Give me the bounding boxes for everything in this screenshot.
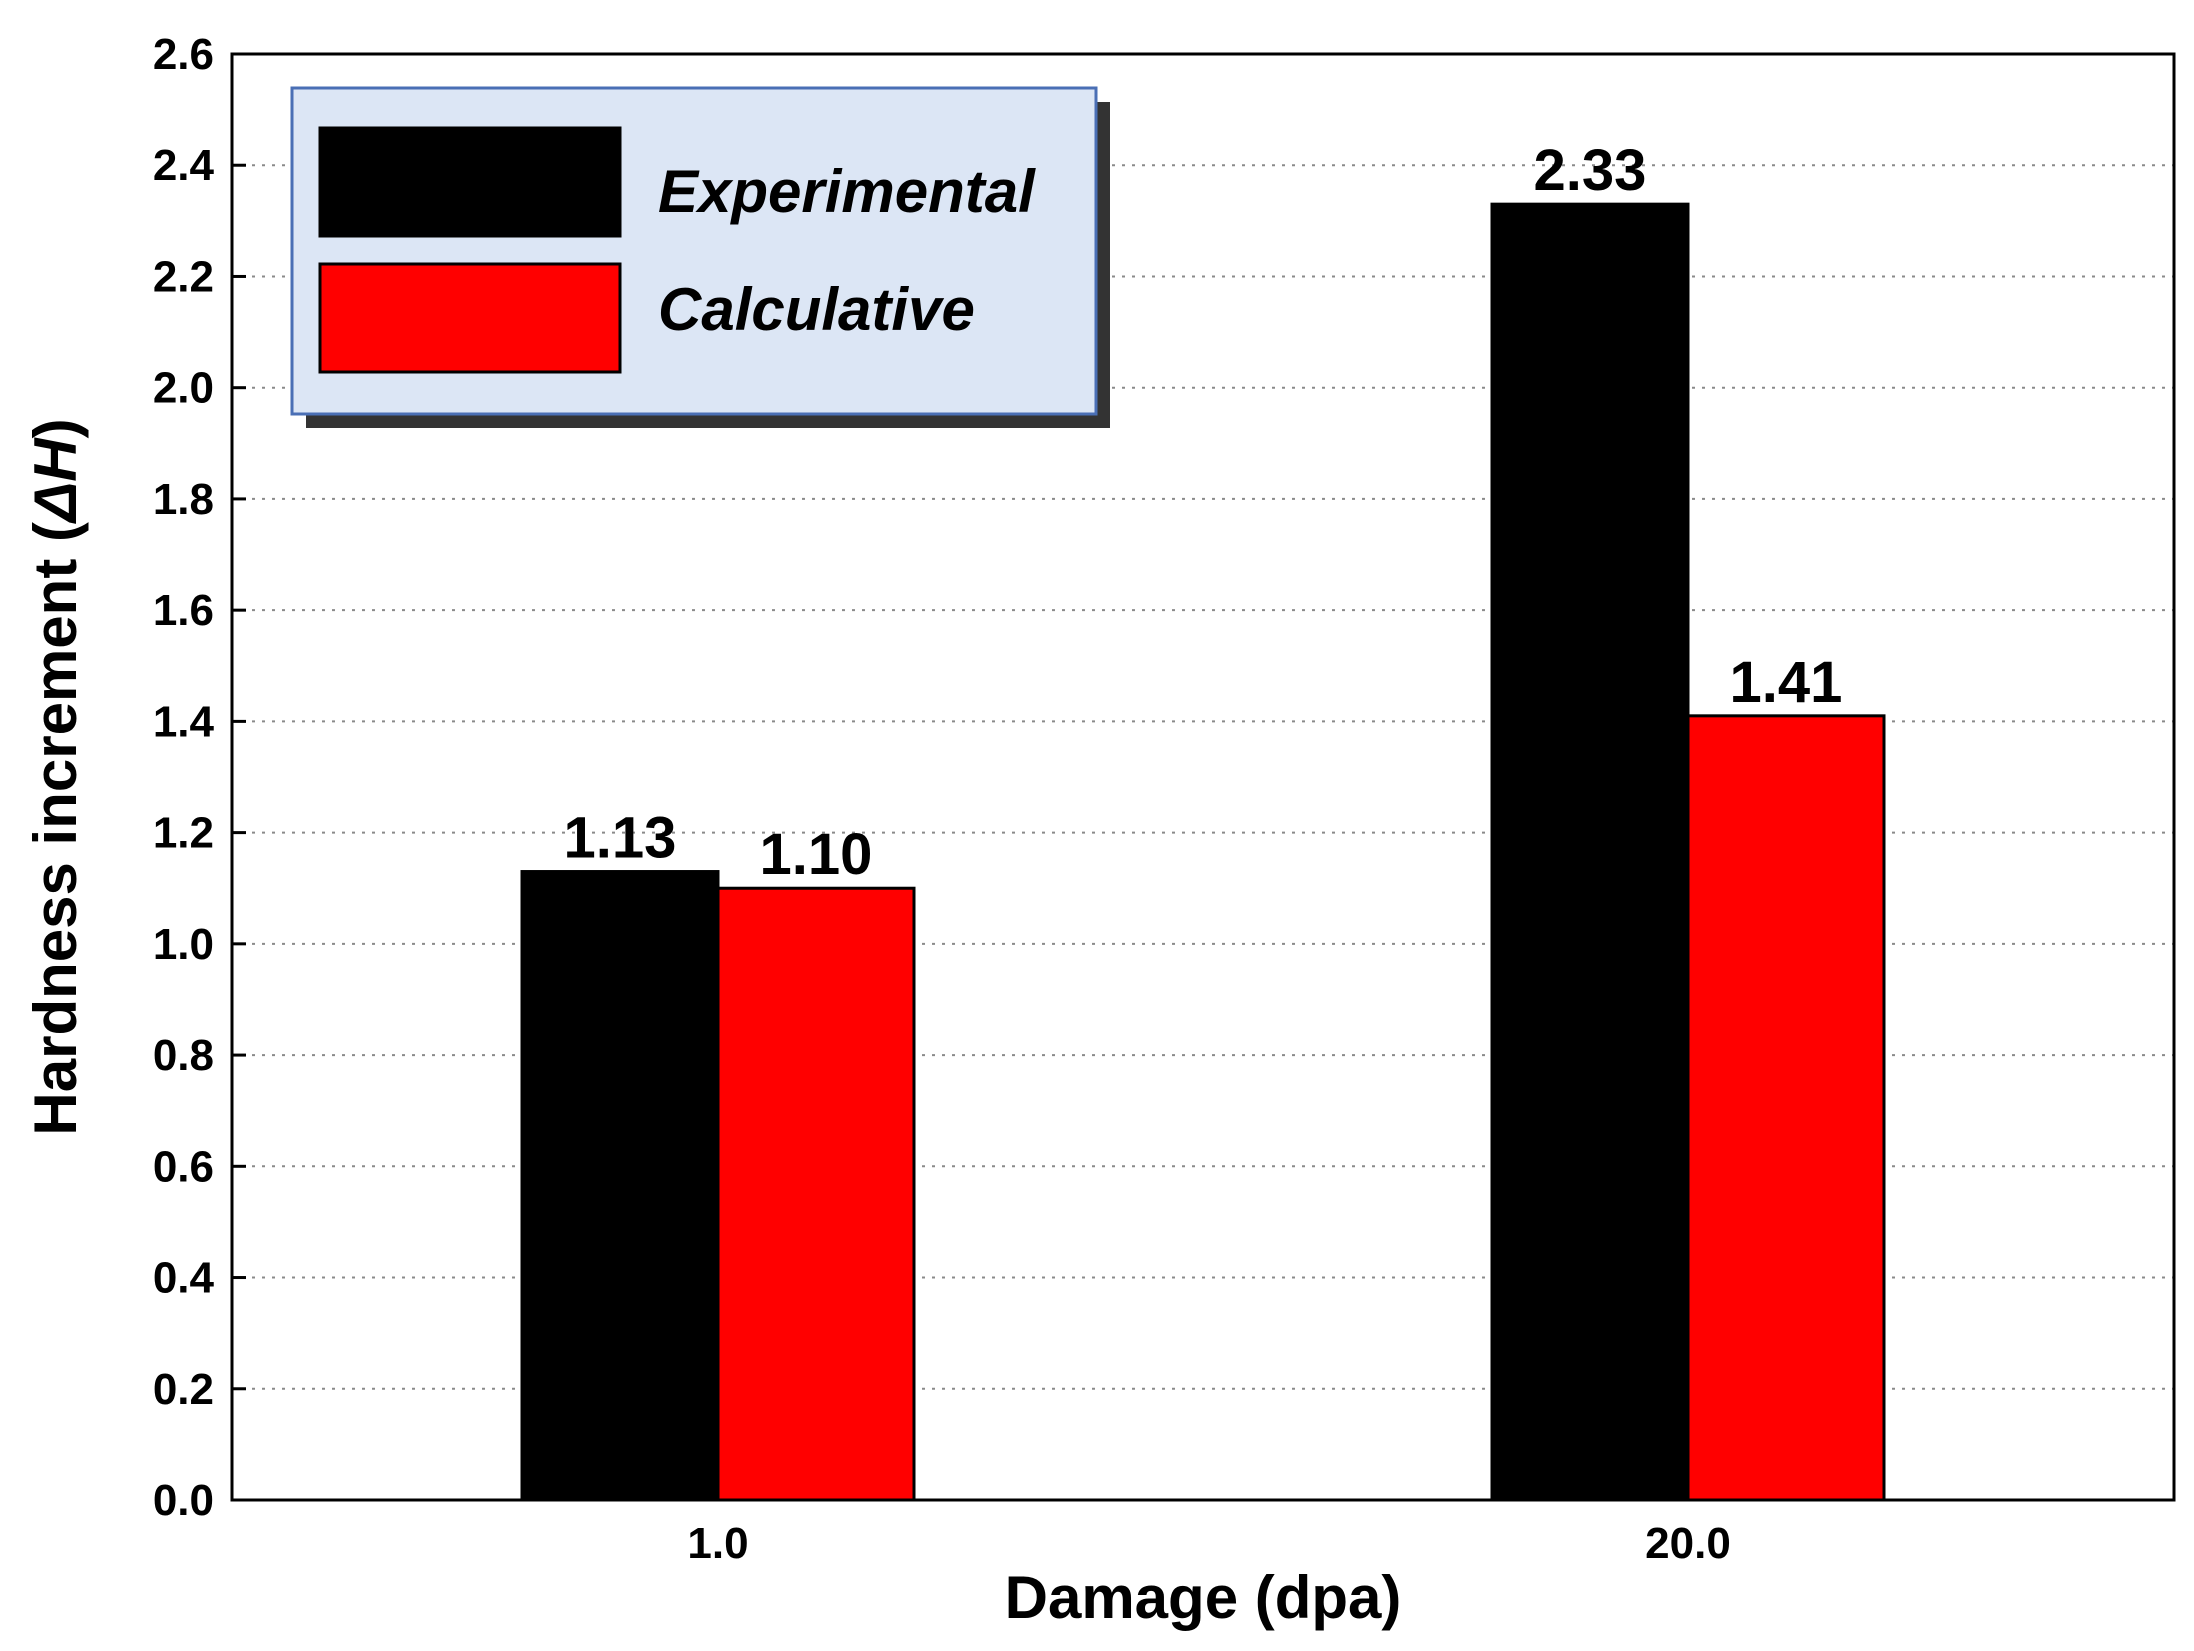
y-axis-title-symbol: ΔH — [22, 437, 89, 524]
legend-swatch-calculative — [318, 262, 622, 374]
x-axis-title: Damage (dpa) — [1005, 1564, 1402, 1631]
y-tick-label: 0.6 — [153, 1142, 214, 1191]
bar-experimental-20.0 — [1490, 202, 1690, 1502]
y-tick-label: 1.6 — [153, 586, 214, 635]
plot-area-frame — [230, 52, 2176, 1502]
y-tick-label: 1.2 — [153, 809, 214, 858]
y-axis-ticks: 0.0 0.2 0.4 0.6 0.8 1.0 1.2 1.4 1.6 1.8 2.0 2.2 2.4 2… — [153, 30, 246, 1525]
y-tick-label: 0.0 — [153, 1476, 214, 1525]
y-tick-label: 2.2 — [153, 252, 214, 301]
bar-calculative-20.0 — [1686, 714, 1886, 1502]
data-labels: 1.13 1.10 2.33 1.41 — [564, 138, 1843, 887]
legend-swatch-experimental — [318, 126, 622, 238]
legend: Experimental Calculative — [290, 86, 1110, 428]
bar-experimental-1.0 — [520, 870, 720, 1502]
y-tick-label: 0.2 — [153, 1365, 214, 1414]
data-label-calculative: 1.10 — [760, 822, 873, 887]
y-tick-label: 0.4 — [153, 1254, 215, 1303]
y-axis-title-close: ) — [22, 418, 89, 438]
x-tick-label: 1.0 — [687, 1519, 748, 1568]
legend-label-experimental: Experimental — [658, 158, 1036, 225]
data-label-experimental: 1.13 — [564, 806, 677, 871]
data-label-experimental: 2.33 — [1534, 138, 1647, 203]
bar-calculative-1.0 — [716, 886, 916, 1502]
x-axis-ticks: 1.0 20.0 — [687, 1486, 1731, 1568]
y-tick-label: 2.0 — [153, 364, 214, 413]
y-axis-title-main: Hardness increment ( — [22, 522, 89, 1136]
x-tick-label: 20.0 — [1645, 1519, 1731, 1568]
gridlines — [232, 164, 2174, 1390]
y-axis-title: Hardness increment (ΔH) — [22, 418, 89, 1135]
y-tick-label: 2.6 — [153, 30, 214, 79]
legend-label-calculative: Calculative — [658, 276, 975, 343]
data-label-calculative: 1.41 — [1730, 650, 1843, 715]
y-tick-label: 1.4 — [153, 697, 215, 746]
y-tick-label: 1.8 — [153, 475, 214, 524]
y-tick-label: 1.0 — [153, 920, 214, 969]
y-tick-label: 0.8 — [153, 1031, 214, 1080]
y-tick-label: 2.4 — [153, 141, 215, 190]
